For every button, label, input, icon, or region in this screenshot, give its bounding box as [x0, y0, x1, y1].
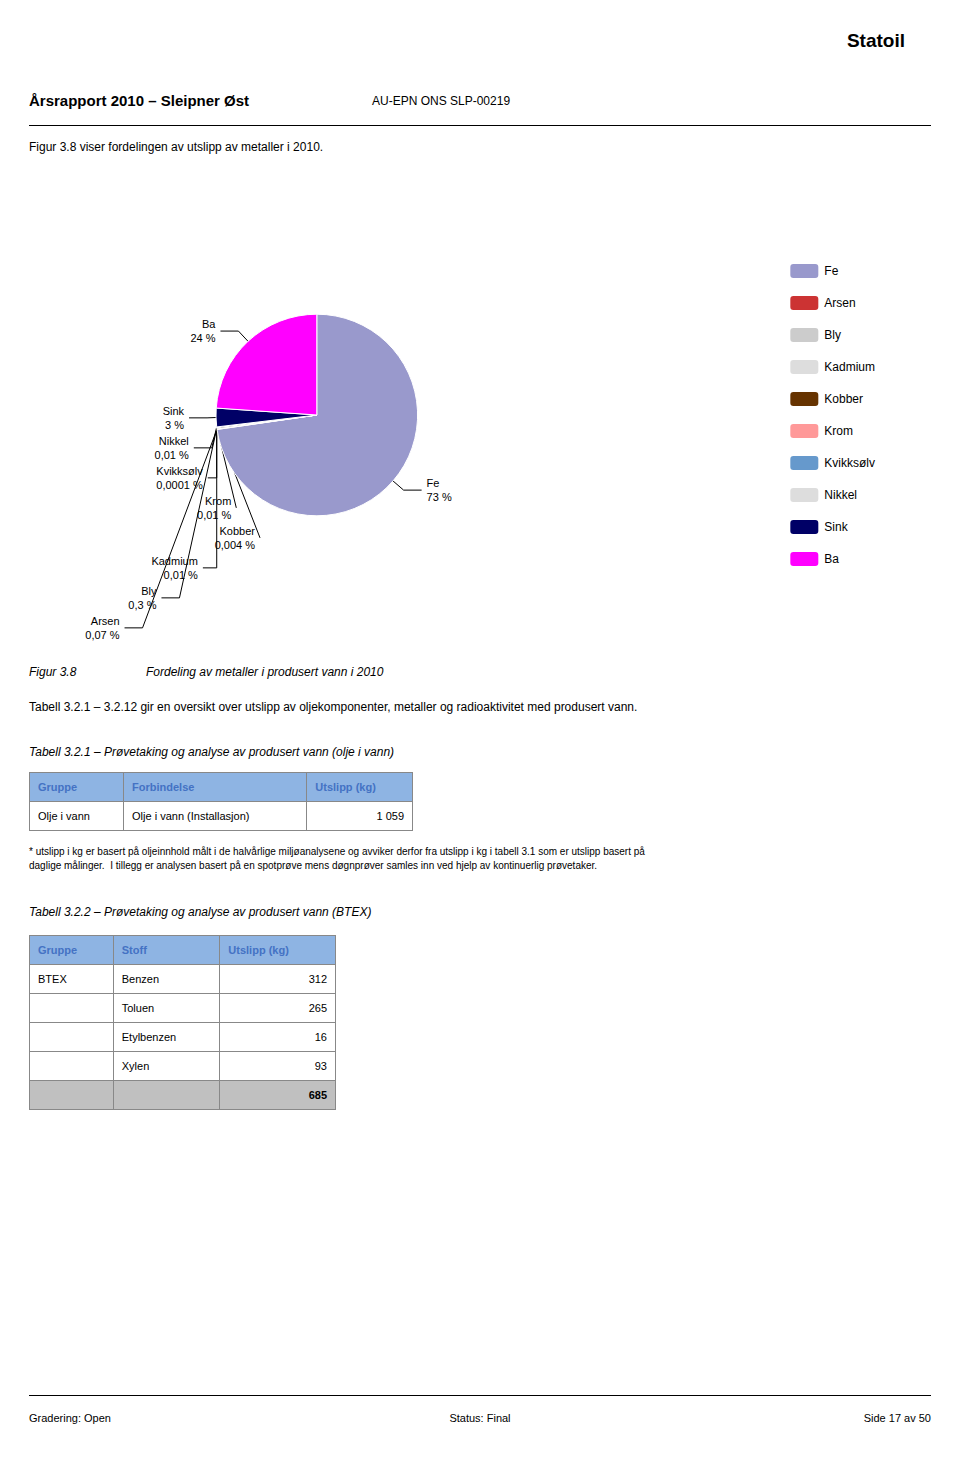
- html-text:1 059: 1 059: [376, 810, 404, 822]
- svg-text:Kadmium: Kadmium: [824, 360, 875, 374]
- svg-text:73 %: 73 %: [427, 491, 452, 503]
- svg-text:Nikkel: Nikkel: [824, 488, 857, 502]
- html-text:Gruppe: Gruppe: [38, 944, 78, 956]
- svg-text:Kvikksølv: Kvikksølv: [824, 456, 875, 470]
- svg-text:0,0001 %: 0,0001 %: [156, 479, 203, 491]
- html-text:Benzen: Benzen: [121, 973, 160, 985]
- svg-text:Ba: Ba: [824, 552, 839, 566]
- svg-text:Ba: Ba: [202, 318, 216, 330]
- svg-text:Nikkel: Nikkel: [159, 435, 189, 447]
- svg-text:0,01 %: 0,01 %: [155, 449, 189, 461]
- html-text:Etylbenzen: Etylbenzen: [121, 1031, 177, 1043]
- svg-text:Bly: Bly: [141, 585, 157, 597]
- html-text:Olje i vann: Olje i vann: [38, 810, 90, 822]
- svg-text:Fe: Fe: [824, 264, 838, 278]
- svg-text:Kadmium: Kadmium: [151, 555, 197, 567]
- svg-text:Krom: Krom: [824, 424, 853, 438]
- html-text:Stoff: Stoff: [121, 944, 147, 956]
- html-text:16: 16: [314, 1031, 327, 1043]
- html-text:93: 93: [314, 1060, 327, 1072]
- svg-text:0,07 %: 0,07 %: [85, 629, 119, 641]
- svg-text:Sink: Sink: [824, 520, 848, 534]
- svg-text:Bly: Bly: [824, 328, 841, 342]
- svg-text:Arsen: Arsen: [91, 615, 120, 627]
- html-text:Årsrapport 2010 – Sleipner Øst: Årsrapport 2010 – Sleipner Øst: [29, 92, 250, 109]
- html-text:Fordeling av metaller i produs: Fordeling av metaller i produsert vann i…: [146, 665, 384, 679]
- html-text:Xylen: Xylen: [121, 1060, 150, 1072]
- html-text:BTEX: BTEX: [38, 973, 67, 985]
- svg-text:Kobber: Kobber: [824, 392, 863, 406]
- html-text:Statoil: Statoil: [846, 30, 905, 51]
- html-text:Tabell 3.2.2 – Prøvetaking og: Tabell 3.2.2 – Prøvetaking og analyse av…: [29, 905, 372, 919]
- svg-text:3 %: 3 %: [165, 419, 184, 431]
- svg-text:Sink: Sink: [163, 405, 185, 417]
- svg-text:Fe: Fe: [427, 477, 440, 489]
- svg-text:0,01 %: 0,01 %: [197, 509, 231, 521]
- html-text:Side 17 av 50: Side 17 av 50: [863, 1412, 931, 1424]
- svg-text:0,004 %: 0,004 %: [215, 539, 256, 551]
- html-text:685: 685: [308, 1089, 327, 1101]
- html-text:Utslipp (kg): Utslipp (kg): [315, 781, 376, 793]
- html-text:Toluen: Toluen: [121, 1002, 155, 1014]
- html-text:312: 312: [308, 973, 327, 985]
- html-text:Gruppe: Gruppe: [38, 781, 78, 793]
- svg-text:24 %: 24 %: [190, 332, 215, 344]
- svg-text:Kobber: Kobber: [220, 525, 256, 537]
- html-text:Figur 3.8 viser fordelingen av: Figur 3.8 viser fordelingen av utslipp a…: [29, 140, 324, 154]
- html-text:Tabell 3.2.1 – 3.2.12 gir en o: Tabell 3.2.1 – 3.2.12 gir en oversikt ov…: [29, 700, 638, 714]
- html-text:Olje i vann (Installasjon): Olje i vann (Installasjon): [132, 810, 250, 822]
- svg-text:0,3 %: 0,3 %: [128, 599, 156, 611]
- html-text:Utslipp (kg): Utslipp (kg): [228, 944, 289, 956]
- html-text:Gradering: Open: Gradering: Open: [29, 1412, 111, 1424]
- html-text:Tabell 3.2.1 – Prøvetaking og: Tabell 3.2.1 – Prøvetaking og analyse av…: [29, 745, 395, 759]
- html-text:Status: Final: Status: Final: [449, 1412, 511, 1424]
- html-text:265: 265: [308, 1002, 327, 1014]
- svg-text:Arsen: Arsen: [824, 296, 855, 310]
- svg-text:Kvikksølv: Kvikksølv: [156, 465, 203, 477]
- html-text:* utslipp i kg er basert på ol: * utslipp i kg er basert på oljeinnhold …: [29, 846, 645, 871]
- svg-text:0,01 %: 0,01 %: [164, 569, 198, 581]
- html-text:AU-EPN ONS SLP-00219: AU-EPN ONS SLP-00219: [372, 94, 511, 108]
- html-text:Forbindelse: Forbindelse: [132, 781, 195, 793]
- html-text:Figur 3.8: Figur 3.8: [29, 665, 77, 679]
- svg-text:Krom: Krom: [205, 495, 231, 507]
